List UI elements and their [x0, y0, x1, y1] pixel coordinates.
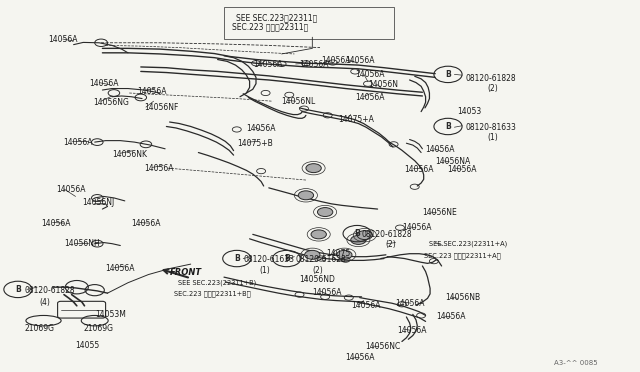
Text: 14056A: 14056A [321, 56, 351, 65]
Text: 14056NL: 14056NL [282, 97, 316, 106]
Text: (1): (1) [259, 266, 270, 275]
Text: B: B [445, 122, 451, 131]
Text: 14056A: 14056A [397, 326, 426, 335]
Text: 14056A: 14056A [447, 165, 476, 174]
Text: 14056A: 14056A [56, 185, 86, 194]
Text: 08120-61828: 08120-61828 [466, 74, 516, 83]
Text: 14075: 14075 [326, 249, 351, 258]
Text: 14056NK: 14056NK [112, 150, 147, 159]
Text: 14056A: 14056A [106, 264, 135, 273]
Text: 14056NC: 14056NC [365, 342, 400, 351]
Text: 14056A: 14056A [48, 35, 77, 44]
Text: 21069G: 21069G [24, 324, 54, 333]
Text: 14075+A: 14075+A [338, 115, 374, 124]
Text: 14056A: 14056A [312, 288, 342, 296]
Text: 14075+B: 14075+B [237, 139, 273, 148]
Text: 14056NJ: 14056NJ [82, 198, 114, 207]
Text: (1): (1) [488, 133, 499, 142]
Text: 14056A: 14056A [42, 219, 71, 228]
Text: 14056A: 14056A [426, 145, 455, 154]
Text: 14056NA: 14056NA [435, 157, 470, 166]
Text: 14056A: 14056A [63, 138, 92, 147]
Circle shape [311, 230, 326, 239]
Text: 14056A: 14056A [246, 124, 276, 133]
Text: 14056NG: 14056NG [93, 98, 129, 107]
Text: (2): (2) [312, 266, 323, 275]
Text: 14053M: 14053M [95, 310, 125, 319]
Text: SEC.223 参図（22311+B）: SEC.223 参図（22311+B） [174, 291, 251, 297]
Text: B: B [234, 254, 239, 263]
Circle shape [305, 250, 320, 259]
Text: 14056NE: 14056NE [422, 208, 457, 217]
Text: A3-^^ 0085: A3-^^ 0085 [554, 360, 597, 366]
Text: 08120-61828: 08120-61828 [362, 230, 412, 239]
Text: 14056NB: 14056NB [445, 293, 480, 302]
Circle shape [298, 191, 314, 200]
Text: SEC.223 参図（22311+A）: SEC.223 参図（22311+A） [424, 253, 500, 259]
Text: 14056A: 14056A [402, 223, 431, 232]
Text: (2): (2) [488, 84, 499, 93]
Text: B: B [445, 70, 451, 79]
Text: 14056A: 14056A [404, 165, 434, 174]
Text: 08120-61628: 08120-61628 [296, 255, 346, 264]
Text: SEE SEC.223(22311+B): SEE SEC.223(22311+B) [178, 279, 256, 286]
Text: 14053: 14053 [458, 107, 482, 116]
Text: 08120-61828: 08120-61828 [24, 286, 75, 295]
Circle shape [337, 250, 352, 259]
Text: 14056ND: 14056ND [300, 275, 335, 284]
Text: 14055: 14055 [76, 341, 100, 350]
Text: (4): (4) [40, 298, 51, 307]
Text: SEE SEC.223(22311+A): SEE SEC.223(22311+A) [429, 240, 507, 247]
Text: 14056A: 14056A [253, 60, 282, 69]
Text: 14056A: 14056A [355, 93, 385, 102]
Text: B: B [355, 229, 360, 238]
Text: 14056A: 14056A [131, 219, 161, 228]
Text: 14056A: 14056A [138, 87, 167, 96]
Text: 14056A: 14056A [396, 299, 425, 308]
Text: SEE SEC.223〈22311〉: SEE SEC.223〈22311〉 [236, 13, 317, 22]
Text: 14056NF: 14056NF [144, 103, 179, 112]
Circle shape [317, 208, 333, 217]
Text: 08120-61633: 08120-61633 [243, 255, 294, 264]
Text: 14056A: 14056A [436, 312, 466, 321]
Text: FRONT: FRONT [170, 268, 202, 277]
Text: 14056A: 14056A [90, 79, 119, 88]
Text: B: B [15, 285, 20, 294]
Text: 14056N: 14056N [368, 80, 398, 89]
Text: B: B [284, 254, 289, 263]
Text: 21069G: 21069G [83, 324, 113, 333]
Text: 14056A: 14056A [300, 60, 329, 69]
Text: 14056A: 14056A [355, 70, 385, 79]
Text: (2): (2) [385, 240, 396, 249]
Circle shape [357, 231, 372, 240]
Circle shape [351, 235, 366, 244]
Text: SEC.223 参図〈22311〉: SEC.223 参図〈22311〉 [232, 22, 308, 31]
Text: 08120-81633: 08120-81633 [466, 123, 516, 132]
Circle shape [306, 164, 321, 173]
Text: 14056A: 14056A [346, 56, 375, 65]
Text: 14056A: 14056A [144, 164, 173, 173]
Text: 14056NH: 14056NH [64, 239, 100, 248]
Text: 14056A: 14056A [346, 353, 375, 362]
Text: 14056A: 14056A [351, 301, 380, 310]
